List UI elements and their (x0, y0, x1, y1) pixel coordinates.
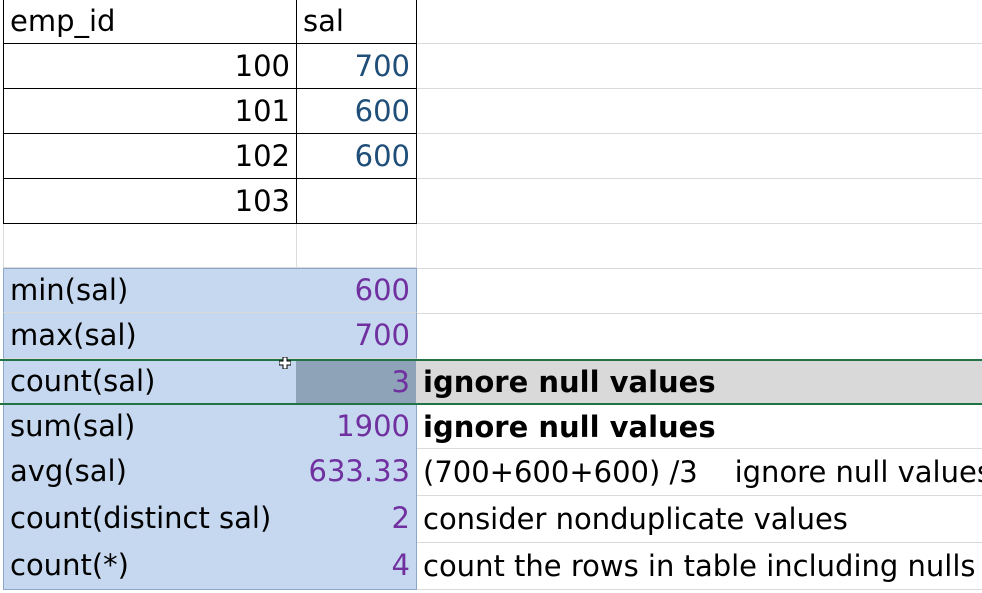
aggregate-note-cell[interactable]: ignore null values (416, 405, 982, 449)
aggregate-value-cell[interactable]: 700 (296, 313, 417, 359)
aggregate-value: 3 (391, 364, 410, 399)
aggregate-value-cell-selected[interactable]: 3 (296, 359, 417, 405)
table-row-emp-id[interactable]: 101 (3, 88, 297, 134)
aggregate-note-cell[interactable]: (700+600+600) /3 ignore null values (416, 448, 982, 496)
gridline (416, 448, 982, 449)
gridline (416, 178, 982, 179)
aggregate-func-cell[interactable]: max(sal) (3, 313, 297, 359)
aggregate-label: count(*) (10, 548, 129, 582)
aggregate-value-cell[interactable]: 600 (296, 268, 417, 313)
gridline (416, 268, 982, 269)
aggregate-note: (700+600+600) /3 ignore null values (423, 454, 982, 489)
aggregate-note: ignore null values (423, 364, 716, 399)
aggregate-value: 2 (391, 501, 410, 535)
aggregate-label: avg(sal) (10, 454, 127, 488)
cell-value: 102 (234, 138, 290, 173)
aggregate-func-cell[interactable]: sum(sal) (3, 405, 297, 449)
header-cell-sal[interactable]: sal (296, 0, 417, 44)
table-row-sal[interactable]: 600 (296, 133, 417, 179)
aggregate-note: consider nonduplicate values (423, 501, 848, 536)
gridline (416, 223, 982, 224)
table-row-sal[interactable]: 700 (296, 43, 417, 89)
aggregate-value-cell[interactable]: 4 (296, 542, 417, 590)
header-cell-emp-id[interactable]: emp_id (3, 0, 297, 44)
gridline (416, 495, 982, 496)
aggregate-func-cell[interactable]: count(sal) (3, 359, 297, 405)
gridline (416, 313, 982, 314)
gridline (416, 133, 982, 134)
aggregate-label: count(sal) (10, 364, 156, 398)
cell-value: 600 (354, 93, 410, 128)
aggregate-label: sum(sal) (10, 409, 136, 443)
aggregate-func-cell[interactable]: count(distinct sal) (3, 495, 297, 543)
aggregate-note: count the rows in table including nulls (423, 548, 976, 583)
aggregate-func-cell[interactable]: count(*) (3, 542, 297, 590)
empty-cell[interactable] (296, 223, 417, 268)
table-row-emp-id[interactable]: 102 (3, 133, 297, 179)
aggregate-value: 600 (354, 273, 410, 307)
header-label: emp_id (10, 4, 116, 38)
aggregate-value: 700 (354, 318, 410, 352)
table-row-sal[interactable] (296, 178, 417, 224)
table-row-sal[interactable]: 600 (296, 88, 417, 134)
empty-cell[interactable] (3, 223, 297, 268)
cross-cursor-icon (279, 357, 291, 369)
cell-value: 101 (234, 93, 290, 128)
gridline (416, 43, 982, 44)
aggregate-note: ignore null values (423, 409, 716, 444)
aggregate-label: min(sal) (10, 273, 129, 307)
aggregate-note-cell[interactable]: consider nonduplicate values (416, 495, 982, 543)
table-row-emp-id[interactable]: 103 (3, 178, 297, 224)
aggregate-value-cell[interactable]: 1900 (296, 405, 417, 449)
aggregate-value-cell[interactable]: 2 (296, 495, 417, 543)
aggregate-label: count(distinct sal) (10, 501, 272, 535)
aggregate-func-cell[interactable]: min(sal) (3, 268, 297, 313)
gridline (416, 88, 982, 89)
table-row-emp-id[interactable]: 100 (3, 43, 297, 89)
aggregate-value: 1900 (336, 409, 410, 443)
header-label: sal (303, 4, 344, 38)
aggregate-value-cell[interactable]: 633.33 (296, 448, 417, 496)
gridline (416, 589, 982, 590)
gridline (416, 542, 982, 543)
cell-value: 103 (234, 183, 290, 218)
aggregate-note-cell-selected[interactable]: ignore null values (416, 359, 982, 405)
aggregate-note-cell[interactable]: count the rows in table including nulls (416, 542, 982, 590)
aggregate-value: 4 (391, 548, 410, 582)
aggregate-label: max(sal) (10, 318, 137, 352)
cell-value: 600 (354, 138, 410, 173)
cell-value: 700 (354, 48, 410, 83)
cell-value: 100 (234, 48, 290, 83)
aggregate-value: 633.33 (308, 454, 410, 488)
aggregate-func-cell[interactable]: avg(sal) (3, 448, 297, 496)
